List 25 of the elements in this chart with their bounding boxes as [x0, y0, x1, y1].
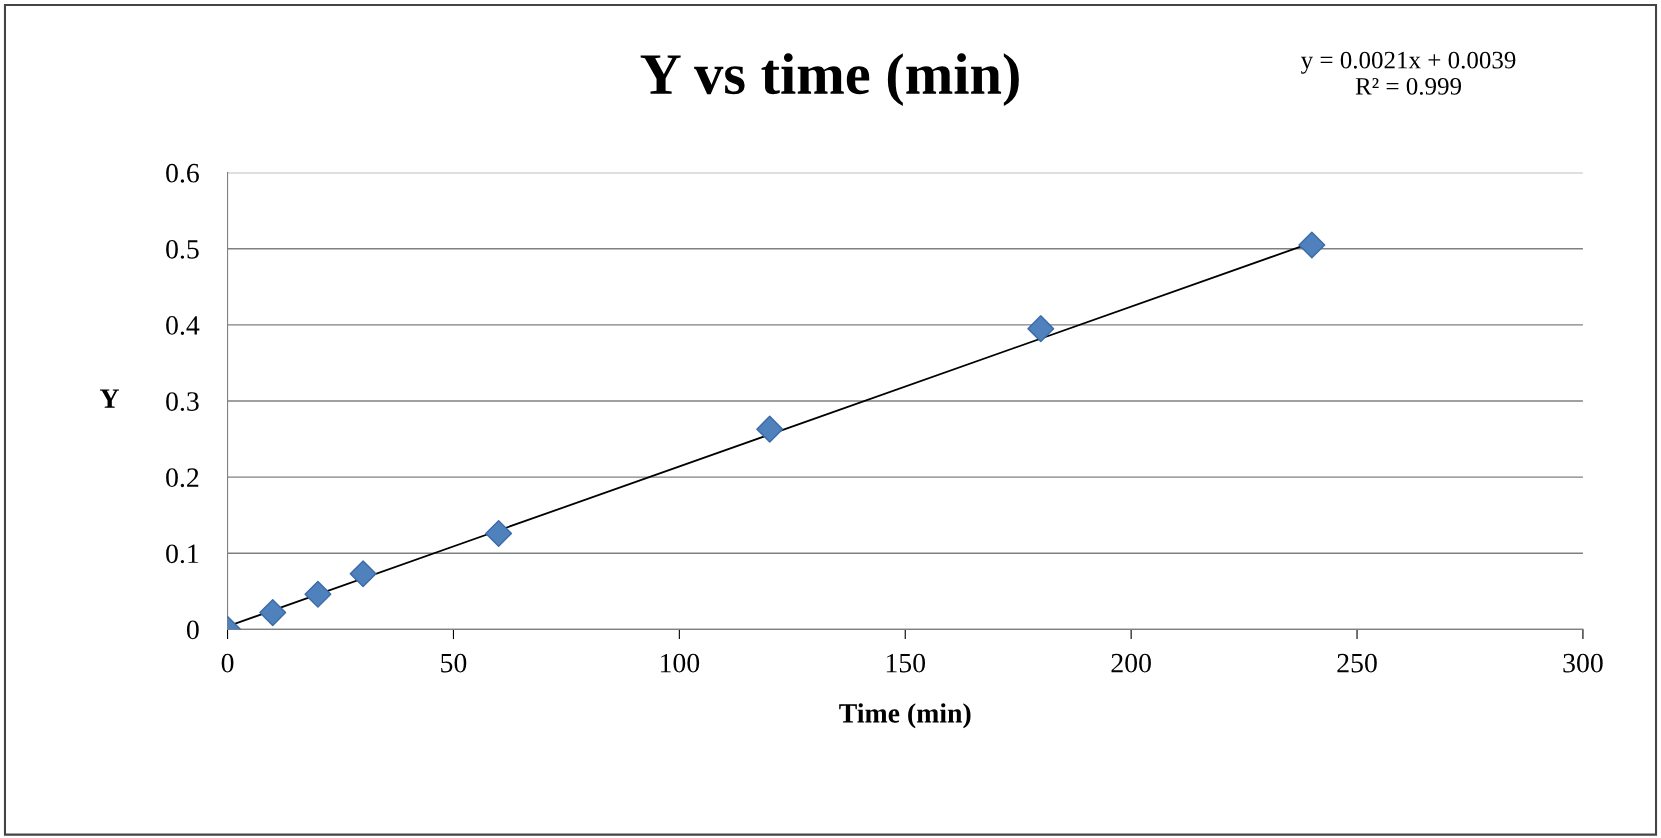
x-tick-label: 100: [660, 653, 700, 673]
point: [349, 560, 377, 588]
point: [756, 415, 784, 443]
point: [485, 519, 513, 547]
x-tick-label: 0: [221, 653, 234, 673]
y-tick-label: 0: [186, 620, 199, 640]
x-tick-label: 150: [886, 653, 926, 673]
chart-title: Y vs time (min): [640, 53, 1019, 107]
y-tick-label: 0.5: [166, 239, 199, 259]
y-axis-title: Y: [99, 389, 119, 408]
y-tick-label: 0.1: [166, 544, 199, 564]
x-tick-label: 200: [1111, 653, 1151, 673]
x-tick-label: 250: [1337, 653, 1377, 673]
point: [1027, 315, 1055, 343]
y-tick-label: 0.6: [166, 163, 199, 183]
y-tick-label: 0.3: [166, 392, 199, 412]
x-axis-title: Time (min): [839, 703, 971, 729]
text: y = 0.0021x + 0.0039 R² = 0.999: [1300, 51, 1516, 95]
x-tick-label: 50: [441, 653, 467, 673]
y-tick-label: 0.2: [166, 468, 199, 488]
y-tick-label: 0.4: [166, 316, 200, 335]
point: [259, 599, 287, 627]
point: [1298, 231, 1326, 259]
point: [304, 580, 332, 608]
x-tick-label: 300: [1563, 653, 1603, 673]
